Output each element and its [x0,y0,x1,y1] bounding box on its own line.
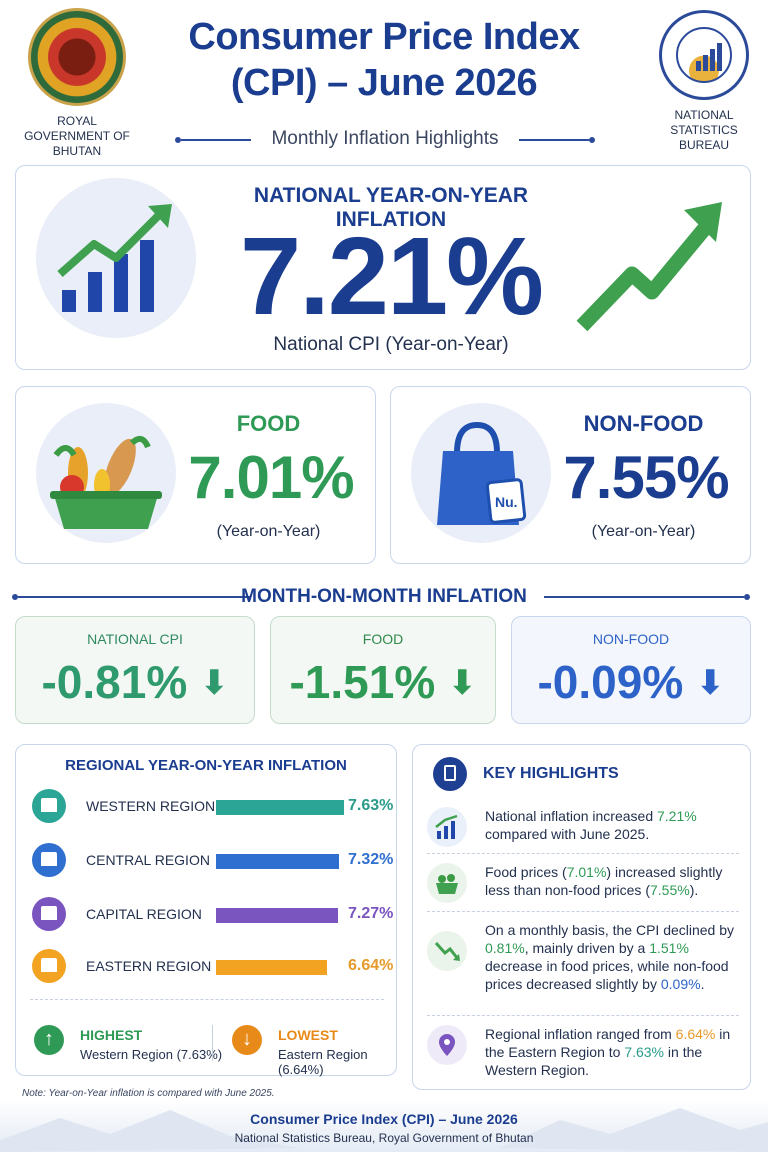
region-name: CENTRAL REGION [86,852,210,868]
national-yoy-heading: NATIONAL YEAR-ON-YEAR INFLATION [253,184,529,231]
highlight-text: On a monthly basis, the CPI declined by … [485,922,735,992]
lowest-arrow-icon: ↓ [232,1025,262,1055]
price-tag-label: Nu. [495,494,518,510]
footer-subtitle: National Statistics Bureau, Royal Govern… [234,1131,534,1145]
regional-yoy-card: REGIONAL YEAR-ON-YEAR INFLATION WESTERN … [15,744,397,1077]
royal-government-logo-block: ROYAL GOVERNMENT OF BHUTAN [22,8,132,159]
page-title: Consumer Price Index (CPI) – June 2026 [188,16,580,104]
trend-up-arrow-icon [576,202,722,332]
down-arrow-icon: ⬇ [448,664,477,702]
food-label: FOOD [236,411,301,436]
food-caption: (Year-on-Year) [216,523,321,540]
down-arrow-icon: ⬇ [696,664,725,702]
region-value: 7.32% [348,851,394,868]
mom-title: MONTH-ON-MONTH INFLATION [241,586,527,607]
nonfood-value: 7.55% [563,444,729,511]
location-pin-icon [427,1025,467,1065]
nonfood-caption: (Year-on-Year) [591,523,696,540]
highlight-text: Food prices (7.01%) increased slightly l… [485,864,723,898]
region-bar [216,854,339,869]
mom-value-food-text: -1.51% [289,656,436,708]
food-basket-icon [36,403,176,543]
mom-section-header: MONTH-ON-MONTH INFLATION [12,584,756,610]
highlight-text: National inflation increased 7.21% compa… [485,808,697,842]
national-yoy-value: 7.21% [240,215,544,338]
food-yoy-card: FOOD 7.01% (Year-on-Year) [15,386,376,564]
footnote: Note: Year-on-Year inflation is compared… [22,1088,275,1099]
clipboard-icon [433,757,467,791]
trend-down-icon [427,931,467,971]
region-row-western: WESTERN REGION 7.63% [32,789,394,825]
region-value: 7.63% [348,797,394,814]
region-bar [216,908,338,923]
building-icon [32,949,66,983]
national-yoy-card: NATIONAL YEAR-ON-YEAR INFLATION 7.21% Na… [15,165,751,370]
region-name: CAPITAL REGION [86,906,202,922]
region-bar [216,800,344,815]
nsb-logo-icon [659,10,749,100]
mom-value-food: -1.51% ⬇ [271,653,495,712]
left-org-name: ROYAL GOVERNMENT OF BHUTAN [24,114,130,158]
building-icon [32,897,66,931]
region-row-eastern: EASTERN REGION 6.64% [32,949,394,985]
down-arrow-icon: ⬇ [200,664,229,702]
mom-label-national: NATIONAL CPI [87,631,183,647]
shopping-bag-icon: Nu. [411,403,551,543]
subtitle-row: Monthly Inflation Highlights [175,125,595,155]
mom-value-nonfood-text: -0.09% [537,656,684,708]
region-name: WESTERN REGION [86,798,216,814]
growth-chart-icon [36,178,196,338]
region-value: 6.64% [348,957,394,974]
key-highlights-card: KEY HIGHLIGHTS National inflation increa… [412,744,751,1090]
mom-value-nonfood: -0.09% ⬇ [512,653,750,712]
lowest-label: LOWEST [278,1027,338,1043]
building-icon [32,843,66,877]
nonfood-yoy-card: Nu. NON-FOOD 7.55% (Year-on-Year) [390,386,751,564]
mom-value-national: -0.81% ⬇ [16,653,254,712]
footer-title: Consumer Price Index (CPI) – June 2026 [250,1111,518,1127]
nsb-logo-block: NATIONAL STATISTICS BUREAU [648,10,760,153]
nonfood-label: NON-FOOD [583,411,704,436]
region-row-capital: CAPITAL REGION 7.27% [32,897,394,933]
right-org-name: NATIONAL STATISTICS BUREAU [670,108,738,152]
food-value: 7.01% [188,444,354,511]
key-highlights-title: KEY HIGHLIGHTS [483,765,619,782]
page-subtitle: Monthly Inflation Highlights [271,128,499,149]
mom-label-nonfood: NON-FOOD [592,631,670,647]
region-row-central: CENTRAL REGION 7.32% [32,843,394,879]
highest-arrow-icon: ↑ [34,1025,64,1055]
royal-emblem-icon [28,8,126,106]
highlight-text: Regional inflation ranged from 6.64% in … [485,1026,731,1078]
highest-detail: Western Region (7.63%) [80,1047,223,1062]
region-name: EASTERN REGION [86,958,212,974]
growth-chart-icon [427,807,467,847]
mom-value-national-text: -0.81% [41,656,188,708]
national-yoy-caption: National CPI (Year-on-Year) [273,334,509,355]
regional-title: REGIONAL YEAR-ON-YEAR INFLATION [65,757,347,774]
highest-label: HIGHEST [80,1027,143,1043]
mom-card-food: FOOD -1.51% ⬇ [270,616,496,724]
mom-card-nonfood: NON-FOOD -0.09% ⬇ [511,616,751,724]
food-basket-icon [427,863,467,903]
building-icon [32,789,66,823]
region-bar [216,960,327,975]
mom-label-food: FOOD [362,631,404,647]
mom-card-national: NATIONAL CPI -0.81% ⬇ [15,616,255,724]
region-value: 7.27% [348,905,394,922]
lowest-detail: Eastern Region (6.64%) [278,1047,368,1077]
footer-background [0,1100,768,1152]
